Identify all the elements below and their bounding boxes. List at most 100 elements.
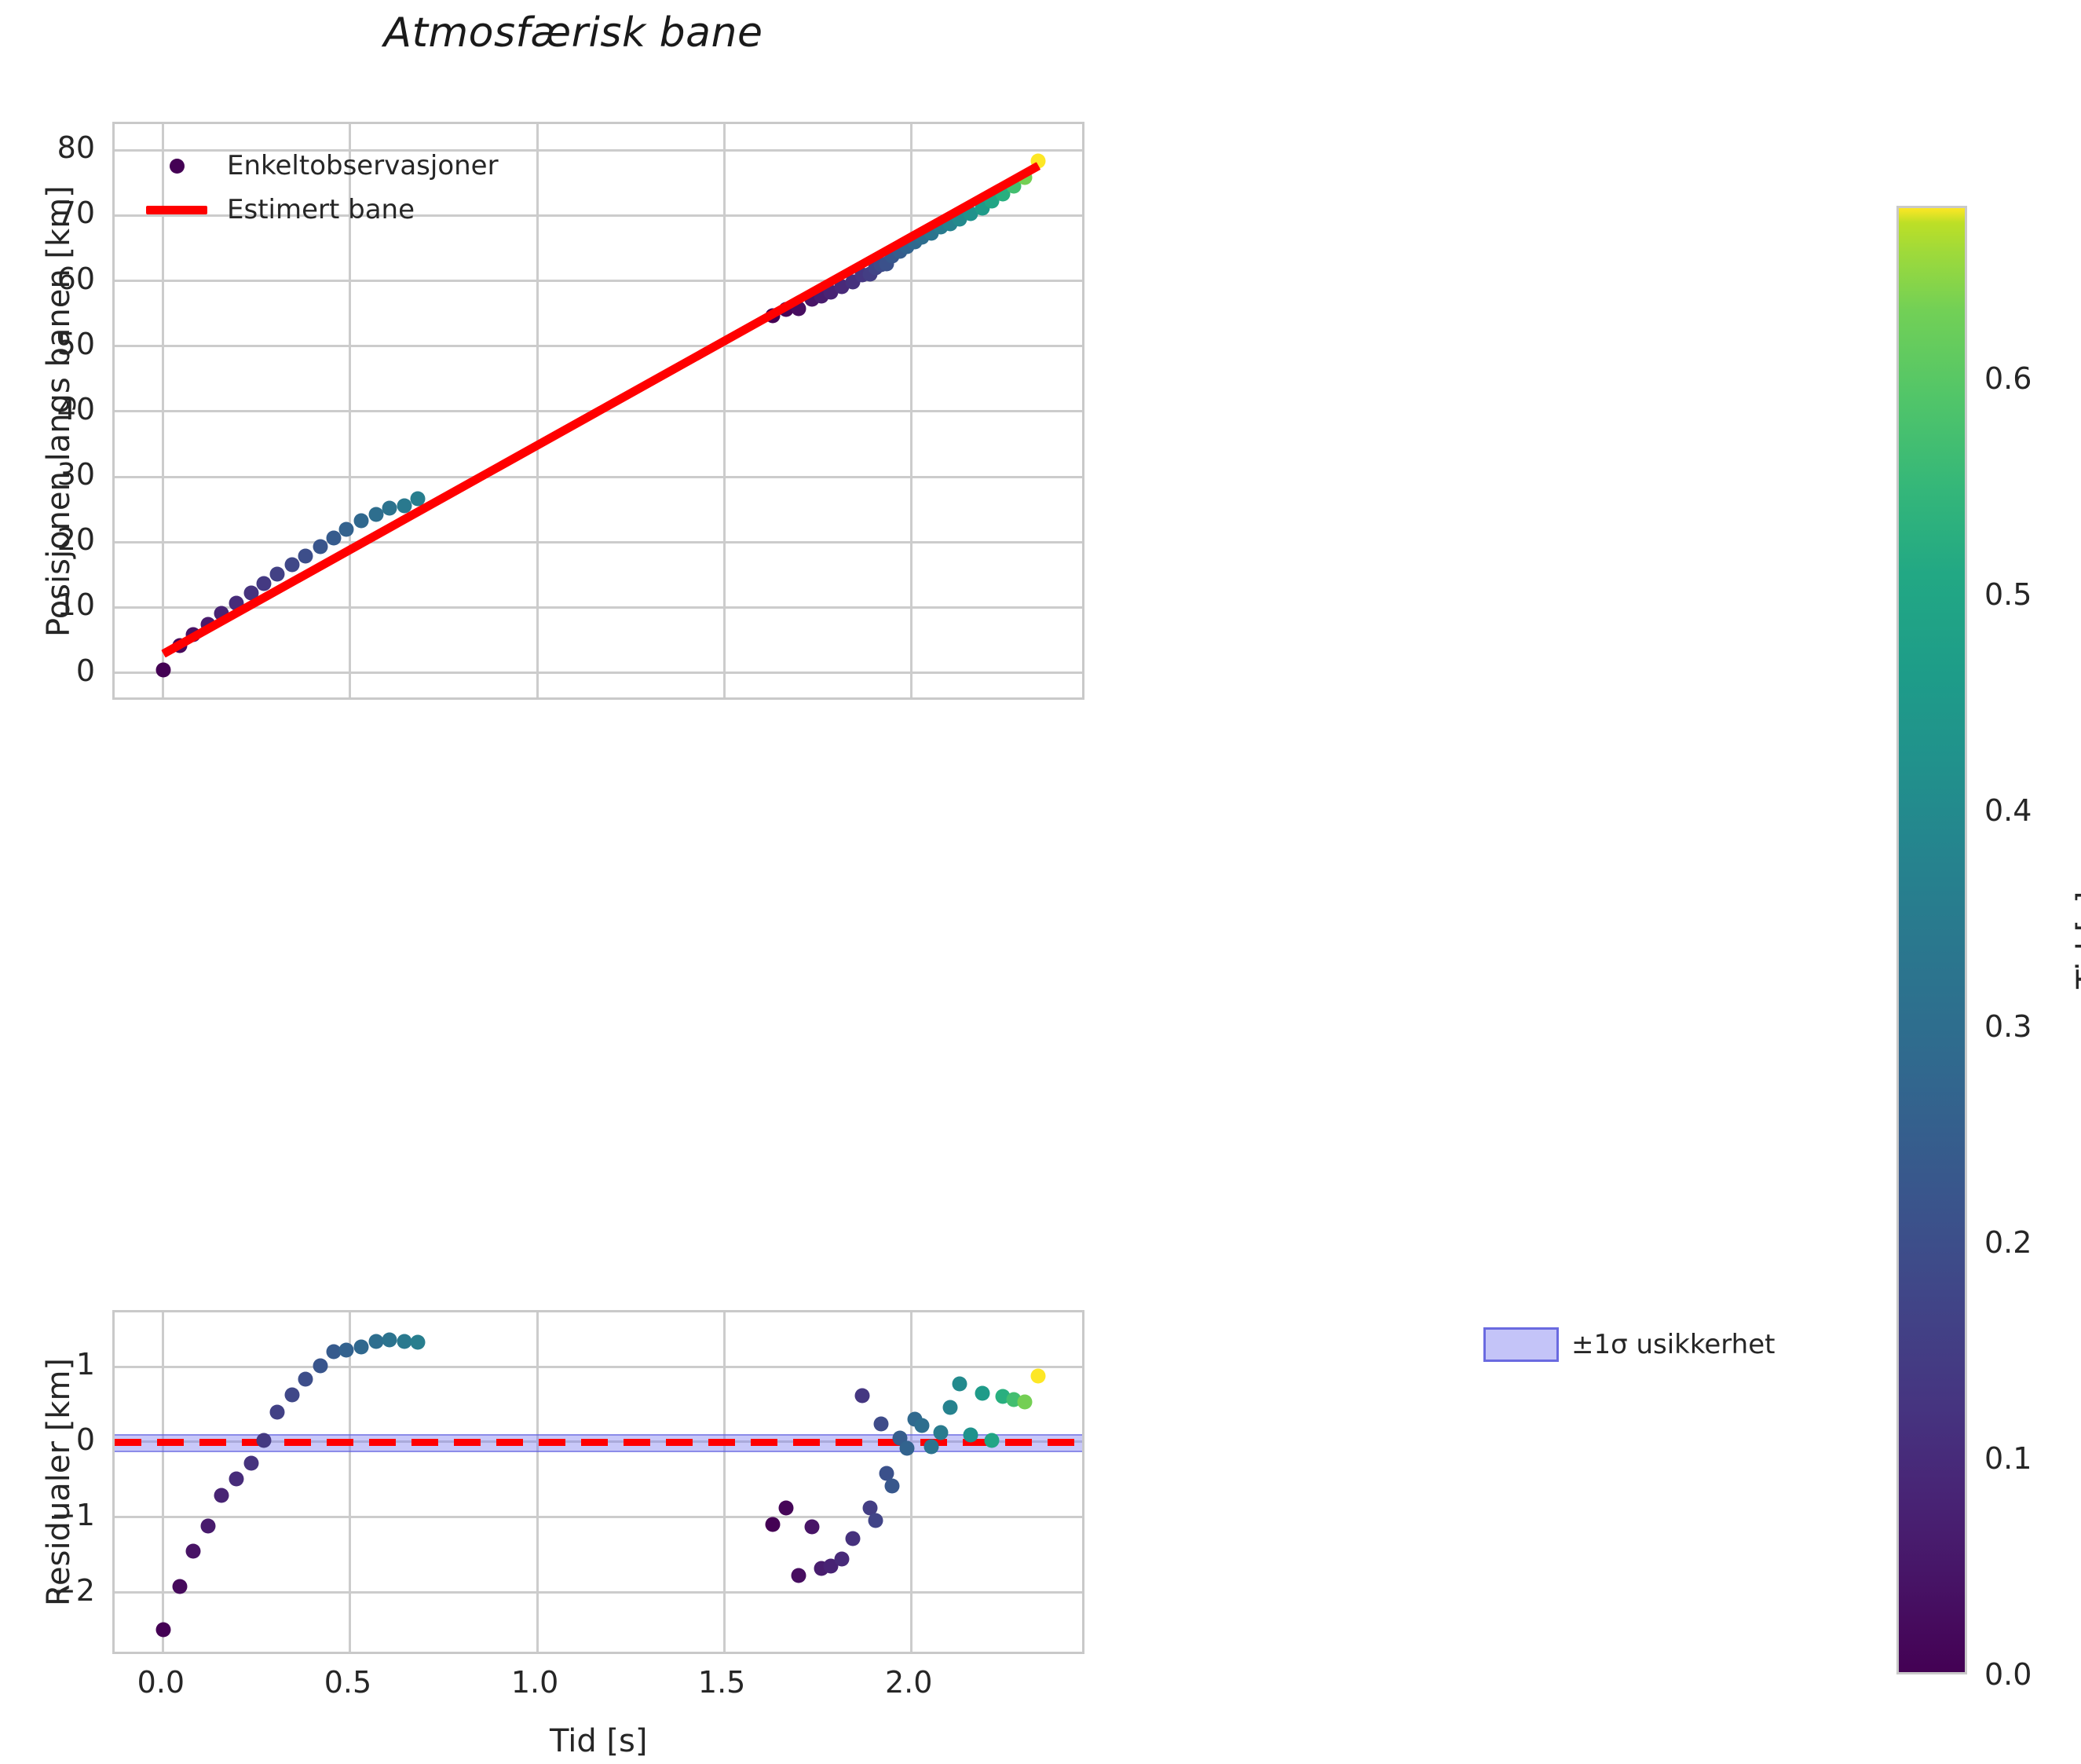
gridline-horizontal xyxy=(115,280,1082,283)
data-point xyxy=(243,1455,259,1471)
data-point xyxy=(1017,1394,1033,1410)
data-point xyxy=(914,1418,930,1433)
y-tick-label: 70 xyxy=(57,196,95,231)
x-tick-label: 1.5 xyxy=(697,1665,746,1700)
data-point xyxy=(326,530,342,546)
gridline-horizontal xyxy=(115,1516,1082,1519)
data-point xyxy=(256,576,272,591)
data-point xyxy=(845,1531,861,1546)
sigma-band-patch-icon xyxy=(1482,1327,1560,1362)
main-plot-axes xyxy=(112,122,1084,700)
data-point xyxy=(923,1439,939,1455)
data-point xyxy=(884,1478,900,1494)
data-point xyxy=(313,1358,328,1374)
gridline-vertical xyxy=(162,1312,165,1652)
gridline-horizontal xyxy=(115,1365,1082,1368)
x-axis-label: Tid [s] xyxy=(550,1723,648,1759)
data-point xyxy=(933,1425,949,1440)
colorbar-tick-label: 0.1 xyxy=(1984,1441,2032,1476)
data-point xyxy=(368,507,384,522)
data-point xyxy=(214,1488,229,1503)
zero-reference-line xyxy=(115,1438,1082,1446)
data-point xyxy=(298,548,313,564)
data-point xyxy=(338,522,354,537)
data-point xyxy=(382,1332,397,1348)
data-point xyxy=(200,1518,216,1534)
data-point xyxy=(879,1466,894,1481)
data-point xyxy=(185,1543,201,1559)
gridline-horizontal xyxy=(115,148,1082,152)
main-y-axis-label: Posisjonen langs banen [km] xyxy=(41,185,77,637)
data-point xyxy=(778,1500,794,1516)
data-point xyxy=(284,1387,300,1403)
data-point xyxy=(410,491,426,507)
gridline-horizontal xyxy=(115,606,1082,609)
residual-y-axis-label: Residualer [km] xyxy=(41,1357,77,1606)
gridline-horizontal xyxy=(115,345,1082,348)
residual-plot-legend: ±1σ usikkerhet xyxy=(1482,1327,1775,1362)
residual-plot-axes xyxy=(112,1310,1084,1654)
data-point xyxy=(269,566,285,582)
data-point xyxy=(899,1440,915,1456)
y-tick-label: 50 xyxy=(57,326,95,361)
legend-item-observations: Enkeltobservasjoner xyxy=(137,144,499,188)
data-point xyxy=(172,1579,188,1594)
y-tick-label: −2 xyxy=(50,1572,95,1608)
gridline-horizontal xyxy=(115,672,1082,675)
data-point xyxy=(952,1376,967,1392)
y-tick-label: −1 xyxy=(50,1497,95,1532)
data-point xyxy=(155,662,171,678)
data-point xyxy=(834,279,850,295)
data-point xyxy=(862,1500,878,1516)
data-point xyxy=(868,1513,883,1528)
gridline-vertical xyxy=(722,1312,726,1652)
data-point xyxy=(410,1334,426,1350)
data-point xyxy=(368,1334,384,1349)
gridline-vertical xyxy=(349,1312,352,1652)
data-point xyxy=(229,1471,244,1487)
colorbar-label: Tid [s] xyxy=(2071,891,2081,989)
colorbar-tick-label: 0.6 xyxy=(1984,361,2032,396)
main-plot-legend: Enkeltobservasjoner Estimert bane xyxy=(137,144,499,232)
y-tick-label: 0 xyxy=(75,1422,95,1457)
y-tick-label: 1 xyxy=(75,1347,95,1382)
gridline-vertical xyxy=(909,1312,912,1652)
y-tick-label: 30 xyxy=(57,457,95,492)
data-point xyxy=(765,1517,781,1532)
y-tick-label: 10 xyxy=(57,587,95,623)
figure-title: Atmosfærisk bane xyxy=(383,9,763,57)
colorbar-tick-label: 0.2 xyxy=(1984,1225,2032,1260)
data-point xyxy=(804,1519,820,1535)
data-point xyxy=(353,1339,369,1355)
colorbar-tick-label: 0.3 xyxy=(1984,1009,2032,1044)
data-point xyxy=(854,1388,870,1404)
gridline-vertical xyxy=(536,1312,539,1652)
data-point xyxy=(353,513,369,529)
colorbar-tick-label: 0.4 xyxy=(1984,793,2032,828)
data-point xyxy=(1006,1392,1022,1407)
gridline-horizontal xyxy=(115,475,1082,478)
data-point xyxy=(823,1558,839,1574)
data-point xyxy=(975,1385,990,1401)
data-point xyxy=(791,1568,806,1583)
data-point xyxy=(397,498,412,514)
y-tick-label: 60 xyxy=(57,261,95,296)
legend-label-sigma: ±1σ usikkerhet xyxy=(1571,1329,1776,1360)
legend-label-fit: Estimert bane xyxy=(227,194,415,225)
x-tick-label: 1.0 xyxy=(510,1665,559,1700)
y-tick-label: 0 xyxy=(75,653,95,688)
data-point xyxy=(284,557,300,573)
y-tick-label: 80 xyxy=(57,130,95,166)
gridline-horizontal xyxy=(115,540,1082,543)
y-tick-label: 20 xyxy=(57,522,95,558)
x-tick-label: 2.0 xyxy=(884,1665,933,1700)
data-point xyxy=(382,500,397,516)
gridline-horizontal xyxy=(115,1591,1082,1594)
data-point xyxy=(873,1416,889,1432)
gridline-horizontal xyxy=(115,214,1082,217)
colorbar xyxy=(1896,206,1967,1674)
data-point xyxy=(1030,1368,1046,1383)
data-point xyxy=(397,1334,412,1349)
data-point xyxy=(155,1622,171,1638)
data-point xyxy=(338,1342,354,1358)
